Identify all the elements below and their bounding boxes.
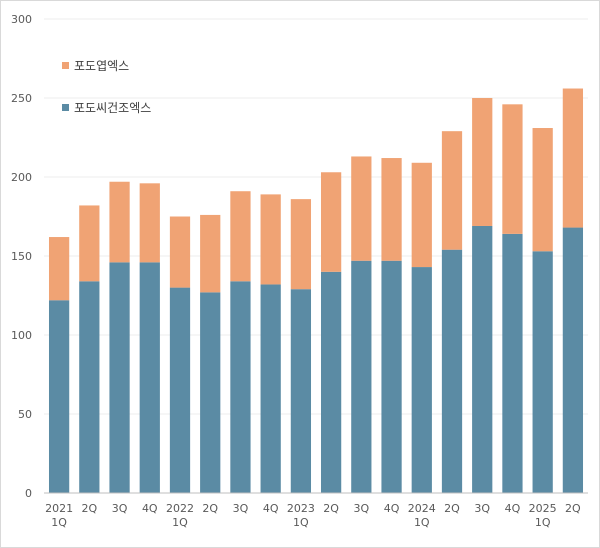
y-tick-label: 200 — [11, 171, 32, 184]
bar-grape-seed-extract — [169, 287, 191, 493]
legend-swatch-leaf — [62, 62, 69, 69]
x-tick-label: 2Q — [323, 502, 339, 515]
legend-label-leaf: 포도엽엑스 — [74, 59, 129, 73]
bar-grape-leaf-extract — [320, 172, 342, 272]
x-tick-label: 2Q — [565, 502, 581, 515]
bar-grape-seed-extract — [260, 284, 281, 493]
y-tick-label: 50 — [18, 408, 32, 421]
bar-grape-leaf-extract — [230, 191, 251, 282]
bar-grape-seed-extract — [230, 281, 251, 493]
x-tick-label: 4Q — [384, 502, 400, 515]
bars — [48, 88, 584, 494]
bar-grape-seed-extract — [502, 233, 523, 493]
bar-grape-seed-extract — [411, 267, 432, 493]
x-tick-label: 4Q — [142, 502, 158, 515]
bar-grape-seed-extract — [441, 249, 463, 493]
x-tick-label: 3Q — [353, 502, 369, 515]
bar-grape-seed-extract — [200, 292, 221, 493]
bar-grape-leaf-extract — [109, 181, 130, 263]
bar-grape-leaf-extract — [381, 158, 402, 261]
x-tick-label: 4Q — [505, 502, 521, 515]
bar-grape-leaf-extract — [260, 194, 281, 285]
x-tick-label: 2Q — [81, 502, 97, 515]
x-tick-label: 4Q — [263, 502, 279, 515]
bar-grape-seed-extract — [48, 300, 70, 493]
bar-grape-leaf-extract — [290, 199, 312, 290]
bar-grape-seed-extract — [109, 262, 130, 493]
bar-grape-seed-extract — [381, 260, 402, 493]
x-tick-label: 2Q — [444, 502, 460, 515]
x-tick-label: 2023 — [287, 502, 315, 515]
bar-grape-leaf-extract — [441, 131, 463, 250]
x-tick-label: 1Q — [51, 516, 67, 529]
y-tick-label: 150 — [11, 250, 32, 263]
y-tick-label: 0 — [25, 487, 32, 500]
y-axis-ticks: 0 50 100 150 200 250 300 — [11, 13, 32, 500]
bar-grape-leaf-extract — [79, 205, 100, 282]
bar-grape-leaf-extract — [169, 216, 191, 288]
bar-grape-leaf-extract — [139, 183, 160, 263]
bar-grape-seed-extract — [290, 289, 312, 493]
x-tick-label: 1Q — [293, 516, 309, 529]
x-tick-label: 2021 — [45, 502, 73, 515]
bar-grape-seed-extract — [79, 281, 100, 493]
legend-label-seed: 포도씨건조엑스 — [74, 101, 151, 115]
bar-grape-leaf-extract — [200, 214, 221, 293]
bar-grape-leaf-extract — [532, 128, 553, 252]
y-tick-label: 250 — [11, 92, 32, 105]
bar-grape-leaf-extract — [411, 162, 432, 268]
bar-grape-seed-extract — [351, 260, 372, 493]
legend-swatch-seed — [62, 104, 69, 111]
x-tick-label: 2024 — [408, 502, 436, 515]
bar-grape-seed-extract — [532, 251, 553, 493]
x-tick-label: 2Q — [202, 502, 218, 515]
x-tick-label: 3Q — [233, 502, 249, 515]
x-tick-label: 3Q — [474, 502, 490, 515]
bar-grape-leaf-extract — [562, 88, 584, 228]
y-tick-label: 100 — [11, 329, 32, 342]
bar-grape-leaf-extract — [351, 156, 372, 261]
legend: 포도엽엑스 포도씨건조엑스 — [62, 59, 151, 115]
x-tick-label: 2022 — [166, 502, 194, 515]
bar-grape-seed-extract — [472, 225, 493, 494]
x-tick-label: 2025 — [529, 502, 557, 515]
bar-grape-leaf-extract — [48, 237, 70, 301]
gridlines — [44, 18, 588, 415]
x-tick-label: 1Q — [535, 516, 551, 529]
y-tick-label: 300 — [11, 13, 32, 26]
x-tick-label: 3Q — [112, 502, 128, 515]
bar-grape-seed-extract — [562, 227, 584, 493]
bar-grape-seed-extract — [320, 271, 342, 493]
bar-grape-leaf-extract — [472, 98, 493, 226]
x-tick-label: 1Q — [172, 516, 188, 529]
x-tick-label: 1Q — [414, 516, 430, 529]
bar-grape-seed-extract — [139, 262, 160, 493]
bar-grape-leaf-extract — [502, 104, 523, 234]
